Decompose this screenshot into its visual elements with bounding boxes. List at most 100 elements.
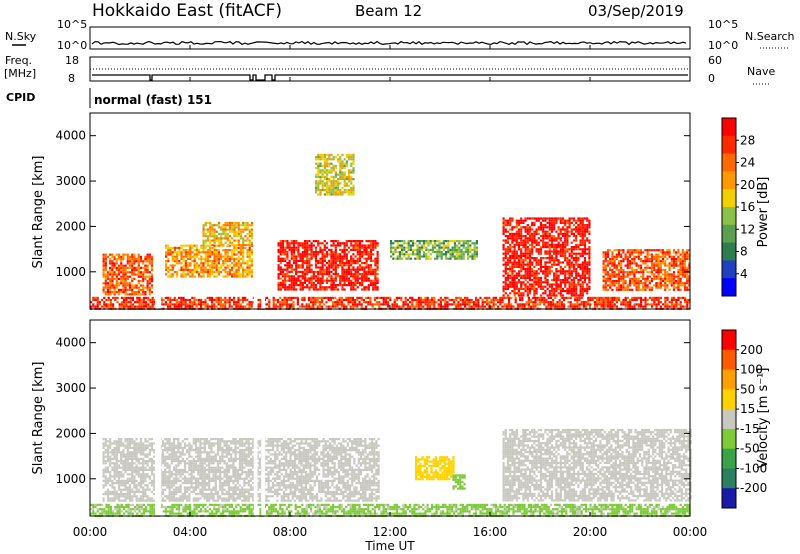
data-cell [544, 232, 547, 235]
data-cell [306, 259, 309, 262]
data-cell [321, 298, 324, 302]
data-cell [286, 242, 289, 245]
data-cell [533, 290, 536, 293]
data-cell [281, 286, 285, 289]
data-cell [103, 296, 106, 299]
data-cell [312, 303, 315, 306]
data-cell [644, 288, 647, 291]
data-cell [334, 259, 337, 262]
data-cell [520, 292, 523, 295]
data-cell [686, 301, 689, 304]
data-cell [466, 296, 469, 299]
data-cell [137, 280, 140, 283]
data-cell [337, 186, 340, 189]
data-cell [244, 243, 247, 247]
data-cell [464, 301, 467, 304]
data-cell [213, 253, 216, 256]
data-cell [637, 249, 640, 252]
data-cell [312, 305, 315, 308]
data-cell [615, 275, 618, 278]
data-cell [456, 255, 459, 258]
data-cell [398, 255, 401, 258]
data-cell [426, 298, 429, 302]
data-cell [314, 298, 317, 302]
data-cell [136, 305, 139, 308]
data-cell [472, 301, 475, 304]
data-cell [420, 301, 423, 304]
data-cell [513, 250, 516, 253]
data-cell [530, 301, 533, 304]
data-cell [202, 228, 205, 231]
data-cell [396, 255, 399, 258]
data-cell [548, 237, 551, 240]
data-cell [164, 303, 167, 306]
data-cell [550, 228, 554, 231]
data-cell [531, 241, 534, 244]
data-cell [502, 252, 505, 255]
data-cell [456, 251, 459, 254]
data-cell [581, 219, 584, 222]
data-cell [184, 273, 187, 276]
data-cell [345, 178, 348, 181]
data-cell [613, 303, 616, 306]
data-cell [453, 244, 456, 247]
data-cell [467, 246, 470, 249]
data-cell [94, 296, 97, 299]
data-cell [686, 286, 689, 289]
data-cell [675, 251, 678, 254]
data-cell [104, 266, 107, 269]
data-cell [284, 275, 287, 278]
data-cell [681, 264, 684, 267]
data-cell [544, 276, 547, 279]
data-cell [319, 156, 322, 159]
data-cell [572, 217, 576, 220]
data-cell [471, 257, 474, 260]
data-cell [504, 265, 507, 268]
data-cell [295, 264, 298, 267]
data-cell [475, 246, 478, 249]
data-cell [553, 272, 556, 275]
data-cell [274, 298, 277, 302]
data-cell [564, 274, 567, 277]
data-cell [655, 303, 658, 306]
data-cell [286, 251, 289, 254]
data-cell [200, 264, 203, 267]
data-cell [644, 260, 647, 263]
data-cell [284, 288, 287, 291]
data-cell [343, 288, 346, 291]
data-cell [297, 251, 300, 254]
data-cell [246, 221, 249, 225]
data-cell [431, 251, 434, 254]
data-cell [456, 248, 459, 251]
data-cell [124, 271, 127, 274]
data-cell [363, 273, 366, 276]
data-cell [372, 270, 375, 273]
data-cell [376, 286, 379, 289]
data-cell [520, 276, 523, 279]
data-cell [323, 246, 326, 249]
freq-tick-bottom: 8 [68, 72, 75, 85]
data-cell [321, 184, 324, 187]
data-cell [137, 262, 140, 265]
data-cell [539, 228, 543, 231]
data-cell [440, 255, 443, 258]
data-cell [602, 279, 605, 283]
data-cell [417, 298, 420, 302]
data-cell [204, 255, 207, 258]
data-cell [189, 246, 192, 249]
data-cell [502, 274, 505, 277]
data-cell [556, 301, 559, 304]
data-cell [301, 275, 304, 278]
data-cell [350, 171, 353, 174]
data-cell [504, 239, 507, 242]
data-cell [469, 246, 472, 249]
data-cell [600, 301, 603, 304]
data-cell [588, 276, 591, 279]
data-cell [338, 301, 341, 304]
data-cell [681, 262, 684, 265]
data-cell [284, 253, 287, 256]
data-cell [550, 224, 554, 227]
data-cell [575, 252, 578, 255]
data-cell [272, 296, 275, 299]
data-cell [248, 246, 251, 249]
